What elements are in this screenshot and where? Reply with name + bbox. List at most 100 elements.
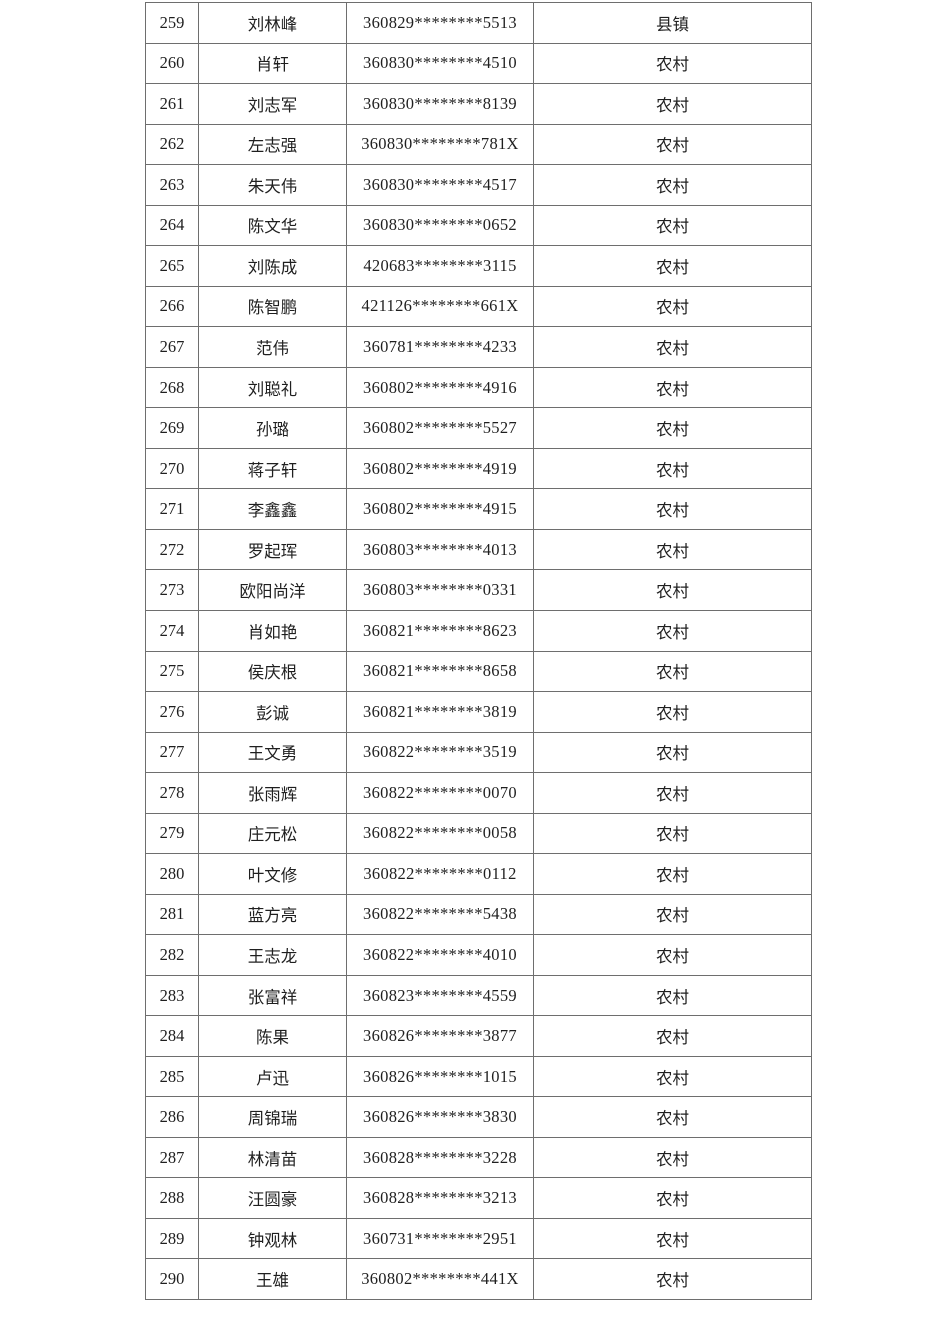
cell-residence-type: 农村 <box>533 164 812 206</box>
table-row: 264 陈文华 360830********0652 农村 <box>145 204 812 247</box>
cell-residence-type: 农村 <box>533 245 812 287</box>
cell-residence-type: 农村 <box>533 691 812 733</box>
cell-masked-id-number: 360822********3519 <box>346 731 534 774</box>
cell-residence-type: 农村 <box>533 528 812 571</box>
cell-row-number: 285 <box>145 1055 199 1098</box>
table-row: 268 刘聪礼 360802********4916 农村 <box>145 366 812 409</box>
record-table: 259 刘林峰 360829********5513 县镇 260 肖轩 360… <box>145 2 812 1300</box>
cell-row-number: 284 <box>145 1015 199 1057</box>
cell-person-name: 周锦瑞 <box>198 1096 347 1138</box>
cell-residence-type: 农村 <box>533 204 812 247</box>
cell-residence-type: 农村 <box>533 83 812 125</box>
cell-masked-id-number: 360830********8139 <box>346 83 534 125</box>
cell-masked-id-number: 360830********781X <box>346 123 534 166</box>
cell-person-name: 陈文华 <box>198 204 347 247</box>
table-row: 284 陈果 360826********3877 农村 <box>145 1015 812 1057</box>
cell-row-number: 271 <box>145 488 199 530</box>
cell-row-number: 274 <box>145 609 199 652</box>
cell-masked-id-number: 360830********4510 <box>346 42 534 85</box>
cell-masked-id-number: 360826********1015 <box>346 1055 534 1098</box>
cell-person-name: 孙璐 <box>198 407 347 449</box>
cell-person-name: 陈果 <box>198 1015 347 1057</box>
cell-row-number: 289 <box>145 1217 199 1260</box>
cell-residence-type: 农村 <box>533 1217 812 1260</box>
cell-row-number: 278 <box>145 772 199 814</box>
cell-person-name: 范伟 <box>198 326 347 368</box>
cell-person-name: 陈智鹏 <box>198 285 347 328</box>
cell-row-number: 287 <box>145 1136 199 1179</box>
cell-person-name: 王雄 <box>198 1258 347 1300</box>
cell-person-name: 汪圆豪 <box>198 1177 347 1219</box>
table-row: 276 彭诚 360821********3819 农村 <box>145 691 812 733</box>
cell-person-name: 张雨辉 <box>198 772 347 814</box>
cell-residence-type: 农村 <box>533 934 812 976</box>
table-row: 287 林清苗 360828********3228 农村 <box>145 1136 812 1179</box>
cell-row-number: 276 <box>145 691 199 733</box>
cell-row-number: 266 <box>145 285 199 328</box>
cell-person-name: 王志龙 <box>198 934 347 976</box>
cell-masked-id-number: 360826********3877 <box>346 1015 534 1057</box>
cell-person-name: 彭诚 <box>198 691 347 733</box>
cell-person-name: 林清苗 <box>198 1136 347 1179</box>
table-row: 283 张富祥 360823********4559 农村 <box>145 974 812 1017</box>
cell-row-number: 267 <box>145 326 199 368</box>
cell-residence-type: 农村 <box>533 123 812 166</box>
cell-row-number: 282 <box>145 934 199 976</box>
cell-masked-id-number: 420683********3115 <box>346 245 534 287</box>
cell-masked-id-number: 360822********0112 <box>346 853 534 895</box>
cell-residence-type: 农村 <box>533 407 812 449</box>
cell-person-name: 蒋子轩 <box>198 447 347 490</box>
table-row: 281 蓝方亮 360822********5438 农村 <box>145 893 812 936</box>
cell-person-name: 王文勇 <box>198 731 347 774</box>
cell-person-name: 庄元松 <box>198 812 347 855</box>
cell-row-number: 273 <box>145 569 199 611</box>
cell-person-name: 肖如艳 <box>198 609 347 652</box>
cell-masked-id-number: 360822********0070 <box>346 772 534 814</box>
cell-person-name: 钟观林 <box>198 1217 347 1260</box>
table-row: 290 王雄 360802********441X 农村 <box>145 1258 812 1300</box>
table-row: 269 孙璐 360802********5527 农村 <box>145 407 812 449</box>
cell-residence-type: 农村 <box>533 609 812 652</box>
table-row: 266 陈智鹏 421126********661X 农村 <box>145 285 812 328</box>
cell-person-name: 肖轩 <box>198 42 347 85</box>
cell-row-number: 268 <box>145 366 199 409</box>
table-row: 280 叶文修 360822********0112 农村 <box>145 853 812 895</box>
cell-residence-type: 农村 <box>533 1258 812 1300</box>
cell-row-number: 264 <box>145 204 199 247</box>
table-row: 267 范伟 360781********4233 农村 <box>145 326 812 368</box>
cell-row-number: 283 <box>145 974 199 1017</box>
cell-residence-type: 农村 <box>533 569 812 611</box>
cell-masked-id-number: 360802********4916 <box>346 366 534 409</box>
cell-residence-type: 农村 <box>533 447 812 490</box>
cell-row-number: 290 <box>145 1258 199 1300</box>
cell-row-number: 261 <box>145 83 199 125</box>
table-row: 278 张雨辉 360822********0070 农村 <box>145 772 812 814</box>
table-row: 274 肖如艳 360821********8623 农村 <box>145 609 812 652</box>
cell-person-name: 罗起珲 <box>198 528 347 571</box>
record-table-body: 259 刘林峰 360829********5513 县镇 260 肖轩 360… <box>145 2 812 1300</box>
table-row: 270 蒋子轩 360802********4919 农村 <box>145 447 812 490</box>
cell-row-number: 263 <box>145 164 199 206</box>
cell-masked-id-number: 360802********4919 <box>346 447 534 490</box>
table-row: 265 刘陈成 420683********3115 农村 <box>145 245 812 287</box>
table-row: 277 王文勇 360822********3519 农村 <box>145 731 812 774</box>
cell-row-number: 275 <box>145 650 199 693</box>
cell-residence-type: 农村 <box>533 731 812 774</box>
table-row: 286 周锦瑞 360826********3830 农村 <box>145 1096 812 1138</box>
cell-row-number: 288 <box>145 1177 199 1219</box>
cell-masked-id-number: 360821********8623 <box>346 609 534 652</box>
table-row: 275 侯庆根 360821********8658 农村 <box>145 650 812 693</box>
cell-residence-type: 农村 <box>533 285 812 328</box>
cell-residence-type: 农村 <box>533 812 812 855</box>
cell-masked-id-number: 421126********661X <box>346 285 534 328</box>
cell-person-name: 张富祥 <box>198 974 347 1017</box>
cell-residence-type: 农村 <box>533 1136 812 1179</box>
cell-masked-id-number: 360828********3213 <box>346 1177 534 1219</box>
cell-row-number: 269 <box>145 407 199 449</box>
cell-residence-type: 农村 <box>533 1055 812 1098</box>
cell-person-name: 侯庆根 <box>198 650 347 693</box>
cell-masked-id-number: 360828********3228 <box>346 1136 534 1179</box>
table-row: 273 欧阳尚洋 360803********0331 农村 <box>145 569 812 611</box>
cell-residence-type: 农村 <box>533 366 812 409</box>
